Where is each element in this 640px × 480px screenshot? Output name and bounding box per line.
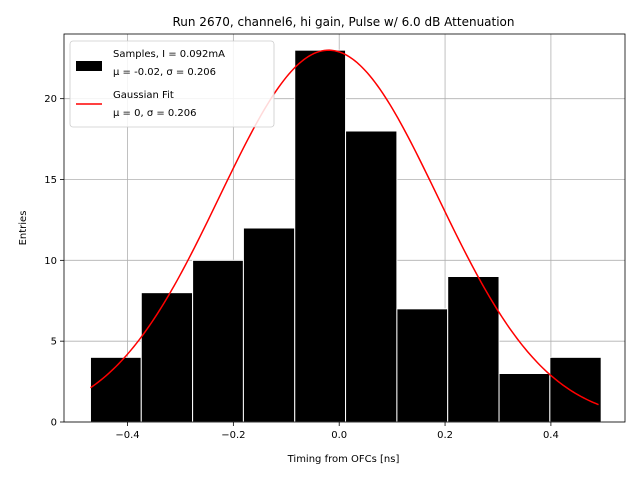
histogram-bar [242,227,296,423]
x-tick-label: 0.2 [437,430,453,441]
y-tick-label: 5 [51,337,57,348]
x-axis-label: Timing from OFCs [ns] [287,454,400,465]
legend-fit-stats: μ = 0, σ = 0.206 [113,108,197,119]
legend-fit-label: Gaussian Fit [113,90,174,101]
legend-samples-swatch [76,61,102,71]
histogram-bar [396,308,449,423]
legend: Samples, I = 0.092mA μ = -0.02, σ = 0.20… [69,40,275,128]
histogram-bar [294,49,347,423]
plot-frame [63,33,626,423]
y-tick-label: 20 [44,94,57,105]
x-tick-label: 0.4 [543,430,559,441]
legend-frame [69,40,275,128]
x-tick-label: 0.0 [331,430,347,441]
histogram-bar [498,373,551,423]
legend-samples-stats: μ = -0.02, σ = 0.206 [113,67,216,78]
gaussian-fit-curve [90,49,599,406]
y-tick-label: 10 [44,256,57,267]
histogram-bar [140,292,194,423]
histogram-bar [192,259,244,423]
x-axis-ticks: −0.4 −0.2 0.0 0.2 0.4 [115,422,559,441]
chart-title: Run 2670, channel6, hi gain, Pulse w/ 6.… [172,15,514,29]
histogram-bar [549,356,602,423]
x-tick-label: −0.4 [115,430,139,441]
y-tick-label: 15 [44,175,57,186]
x-tick-label: −0.2 [221,430,245,441]
legend-samples-label: Samples, I = 0.092mA [113,49,225,60]
y-axis-label: Entries [18,211,29,246]
y-axis-ticks: 0 5 10 15 20 [44,94,64,429]
histogram-bar [345,130,398,423]
y-tick-label: 0 [51,418,57,429]
histogram-bar [447,276,500,423]
